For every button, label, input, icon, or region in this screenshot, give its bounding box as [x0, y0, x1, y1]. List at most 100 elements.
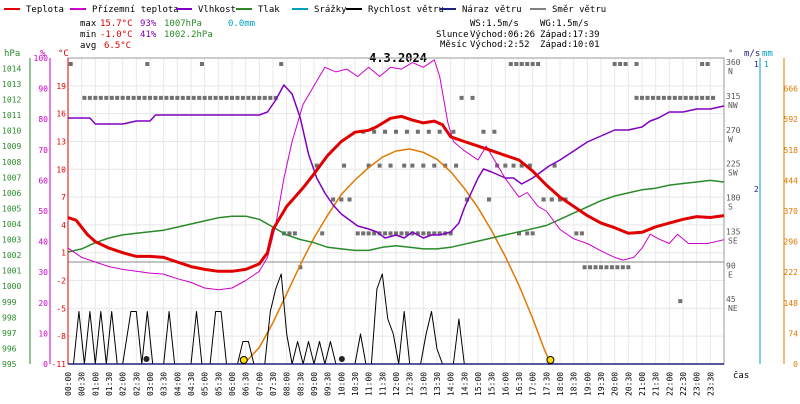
temp-axis-title: °C — [58, 49, 69, 59]
temp-tick-label: 7 — [61, 193, 66, 202]
time-tick-label: 19:00 — [583, 372, 592, 396]
wind-direction-point — [432, 231, 437, 236]
pct-tick-label: 30 — [38, 268, 48, 277]
wind-direction-point — [705, 95, 710, 100]
stats-max-rain: 0.0mm — [228, 19, 255, 29]
wind-direction-point — [240, 95, 245, 100]
wind-direction-point — [667, 95, 672, 100]
dir-tick-label: 45 — [726, 295, 736, 304]
wind-direction-point — [279, 62, 284, 66]
wind-direction-point — [415, 129, 420, 134]
ground-temperature-line — [67, 59, 725, 291]
wind-direction-point — [292, 231, 297, 236]
time-tick-label: 07:30 — [269, 372, 278, 396]
chart-axes: hPa% °C ° m/s mm1014101310121011101010091008… — [2, 49, 798, 396]
wind-direction-point — [508, 62, 513, 66]
pct-tick-label: 70 — [38, 146, 48, 155]
dir-tick-label: 135 — [726, 227, 741, 236]
pct-tick-label: 100 — [34, 54, 49, 63]
dir-cardinal-label: N — [728, 67, 733, 76]
time-tick-label: 04:30 — [187, 372, 196, 396]
time-tick-label: 17:30 — [542, 372, 551, 396]
time-tick-label: 09:30 — [324, 372, 333, 396]
moon-event-marker — [338, 356, 345, 362]
wind-direction-point — [588, 265, 593, 270]
legend-label: Srážky — [314, 5, 347, 15]
wind-direction-point — [451, 129, 456, 134]
moonrise-time: Východ:2:52 — [470, 40, 530, 50]
wind-direction-point — [705, 62, 710, 66]
wind-direction-point — [454, 163, 459, 168]
time-tick-label: 14:00 — [447, 372, 456, 396]
chart-legend: Teplota Přízemní teplota Vlhkost Tlak Srážky… — [4, 5, 606, 15]
wind-direction-point — [623, 62, 628, 66]
time-tick-label: 03:30 — [160, 372, 169, 396]
wind-direction-point — [142, 95, 147, 100]
wind-direction-point — [213, 95, 218, 100]
temp-tick-label: -2 — [56, 277, 66, 286]
wind-direction-point — [366, 231, 371, 236]
wind-direction-point — [224, 95, 229, 100]
wind-direction-point — [320, 231, 325, 236]
time-tick-label: 01:00 — [91, 372, 100, 396]
wind-direction-point — [394, 129, 398, 134]
hpa-tick-label: 996 — [2, 344, 17, 353]
mm-axis-title: mm — [762, 49, 773, 59]
time-tick-label: 18:00 — [556, 372, 565, 396]
wind-direction-point — [536, 62, 541, 66]
hpa-tick-label: 1003 — [2, 236, 21, 245]
wind-direction-point — [410, 231, 415, 236]
time-tick-label: 23:30 — [706, 372, 715, 396]
wind-gust-info: WG:1.5m/s — [540, 19, 589, 29]
hpa-tick-label: 998 — [2, 313, 17, 322]
stats-min-hum: 41% — [140, 30, 157, 40]
hpa-tick-label: 1010 — [2, 127, 21, 136]
wind-direction-point — [298, 265, 303, 270]
wind-direction-point — [287, 231, 292, 236]
wind-direction-point — [541, 197, 546, 202]
wind-direction-point — [527, 163, 532, 168]
wind-direction-point — [145, 62, 150, 66]
wind-direction-point — [153, 95, 158, 100]
time-tick-label: 06:00 — [228, 372, 237, 396]
time-tick-label: 02:00 — [119, 372, 128, 396]
ms-tick-label: 2 — [754, 185, 759, 194]
wind-direction-point — [558, 197, 562, 202]
wind-direction-point — [331, 197, 336, 202]
wind-direction-point — [131, 95, 136, 100]
wind-direction-point — [202, 95, 207, 100]
wind-direction-point — [593, 265, 598, 270]
wind-speed-line — [68, 273, 724, 365]
dir-tick-label: 90 — [726, 261, 736, 270]
wind-direction-point — [377, 163, 382, 168]
temperature-line — [67, 114, 725, 273]
temp-tick-label: -8 — [56, 332, 66, 341]
wind-direction-point — [689, 95, 694, 100]
time-tick-label: 05:00 — [201, 372, 210, 396]
sun-tick-label: 518 — [784, 146, 799, 155]
hpa-axis-title: hPa — [4, 49, 20, 59]
time-tick-label: 13:00 — [419, 372, 428, 396]
wind-direction-point — [511, 163, 516, 168]
dir-cardinal-label: S — [728, 203, 733, 212]
wind-direction-point — [503, 163, 508, 168]
wind-direction-point — [530, 231, 535, 236]
wind-direction-point — [678, 95, 683, 100]
dir-tick-label: 225 — [726, 160, 741, 169]
hpa-tick-label: 1000 — [2, 282, 21, 291]
time-tick-label: 02:30 — [132, 372, 141, 396]
wind-direction-point — [634, 95, 639, 100]
wind-direction-point — [410, 163, 415, 168]
hpa-tick-label: 1001 — [2, 267, 21, 276]
wind-direction-point — [609, 265, 614, 270]
hpa-tick-label: 997 — [2, 329, 17, 338]
dir-cardinal-label: E — [728, 270, 733, 279]
sun-tick-label: 444 — [784, 176, 799, 185]
moonset-time: Západ:10:01 — [540, 40, 600, 50]
time-tick-label: 16:00 — [501, 372, 510, 396]
dir-tick-label: 360 — [726, 58, 741, 67]
wind-direction-point — [180, 95, 185, 100]
hpa-tick-label: 1007 — [2, 173, 21, 182]
legend-label: Směr větru — [552, 5, 606, 15]
time-tick-label: 20:00 — [611, 372, 620, 396]
